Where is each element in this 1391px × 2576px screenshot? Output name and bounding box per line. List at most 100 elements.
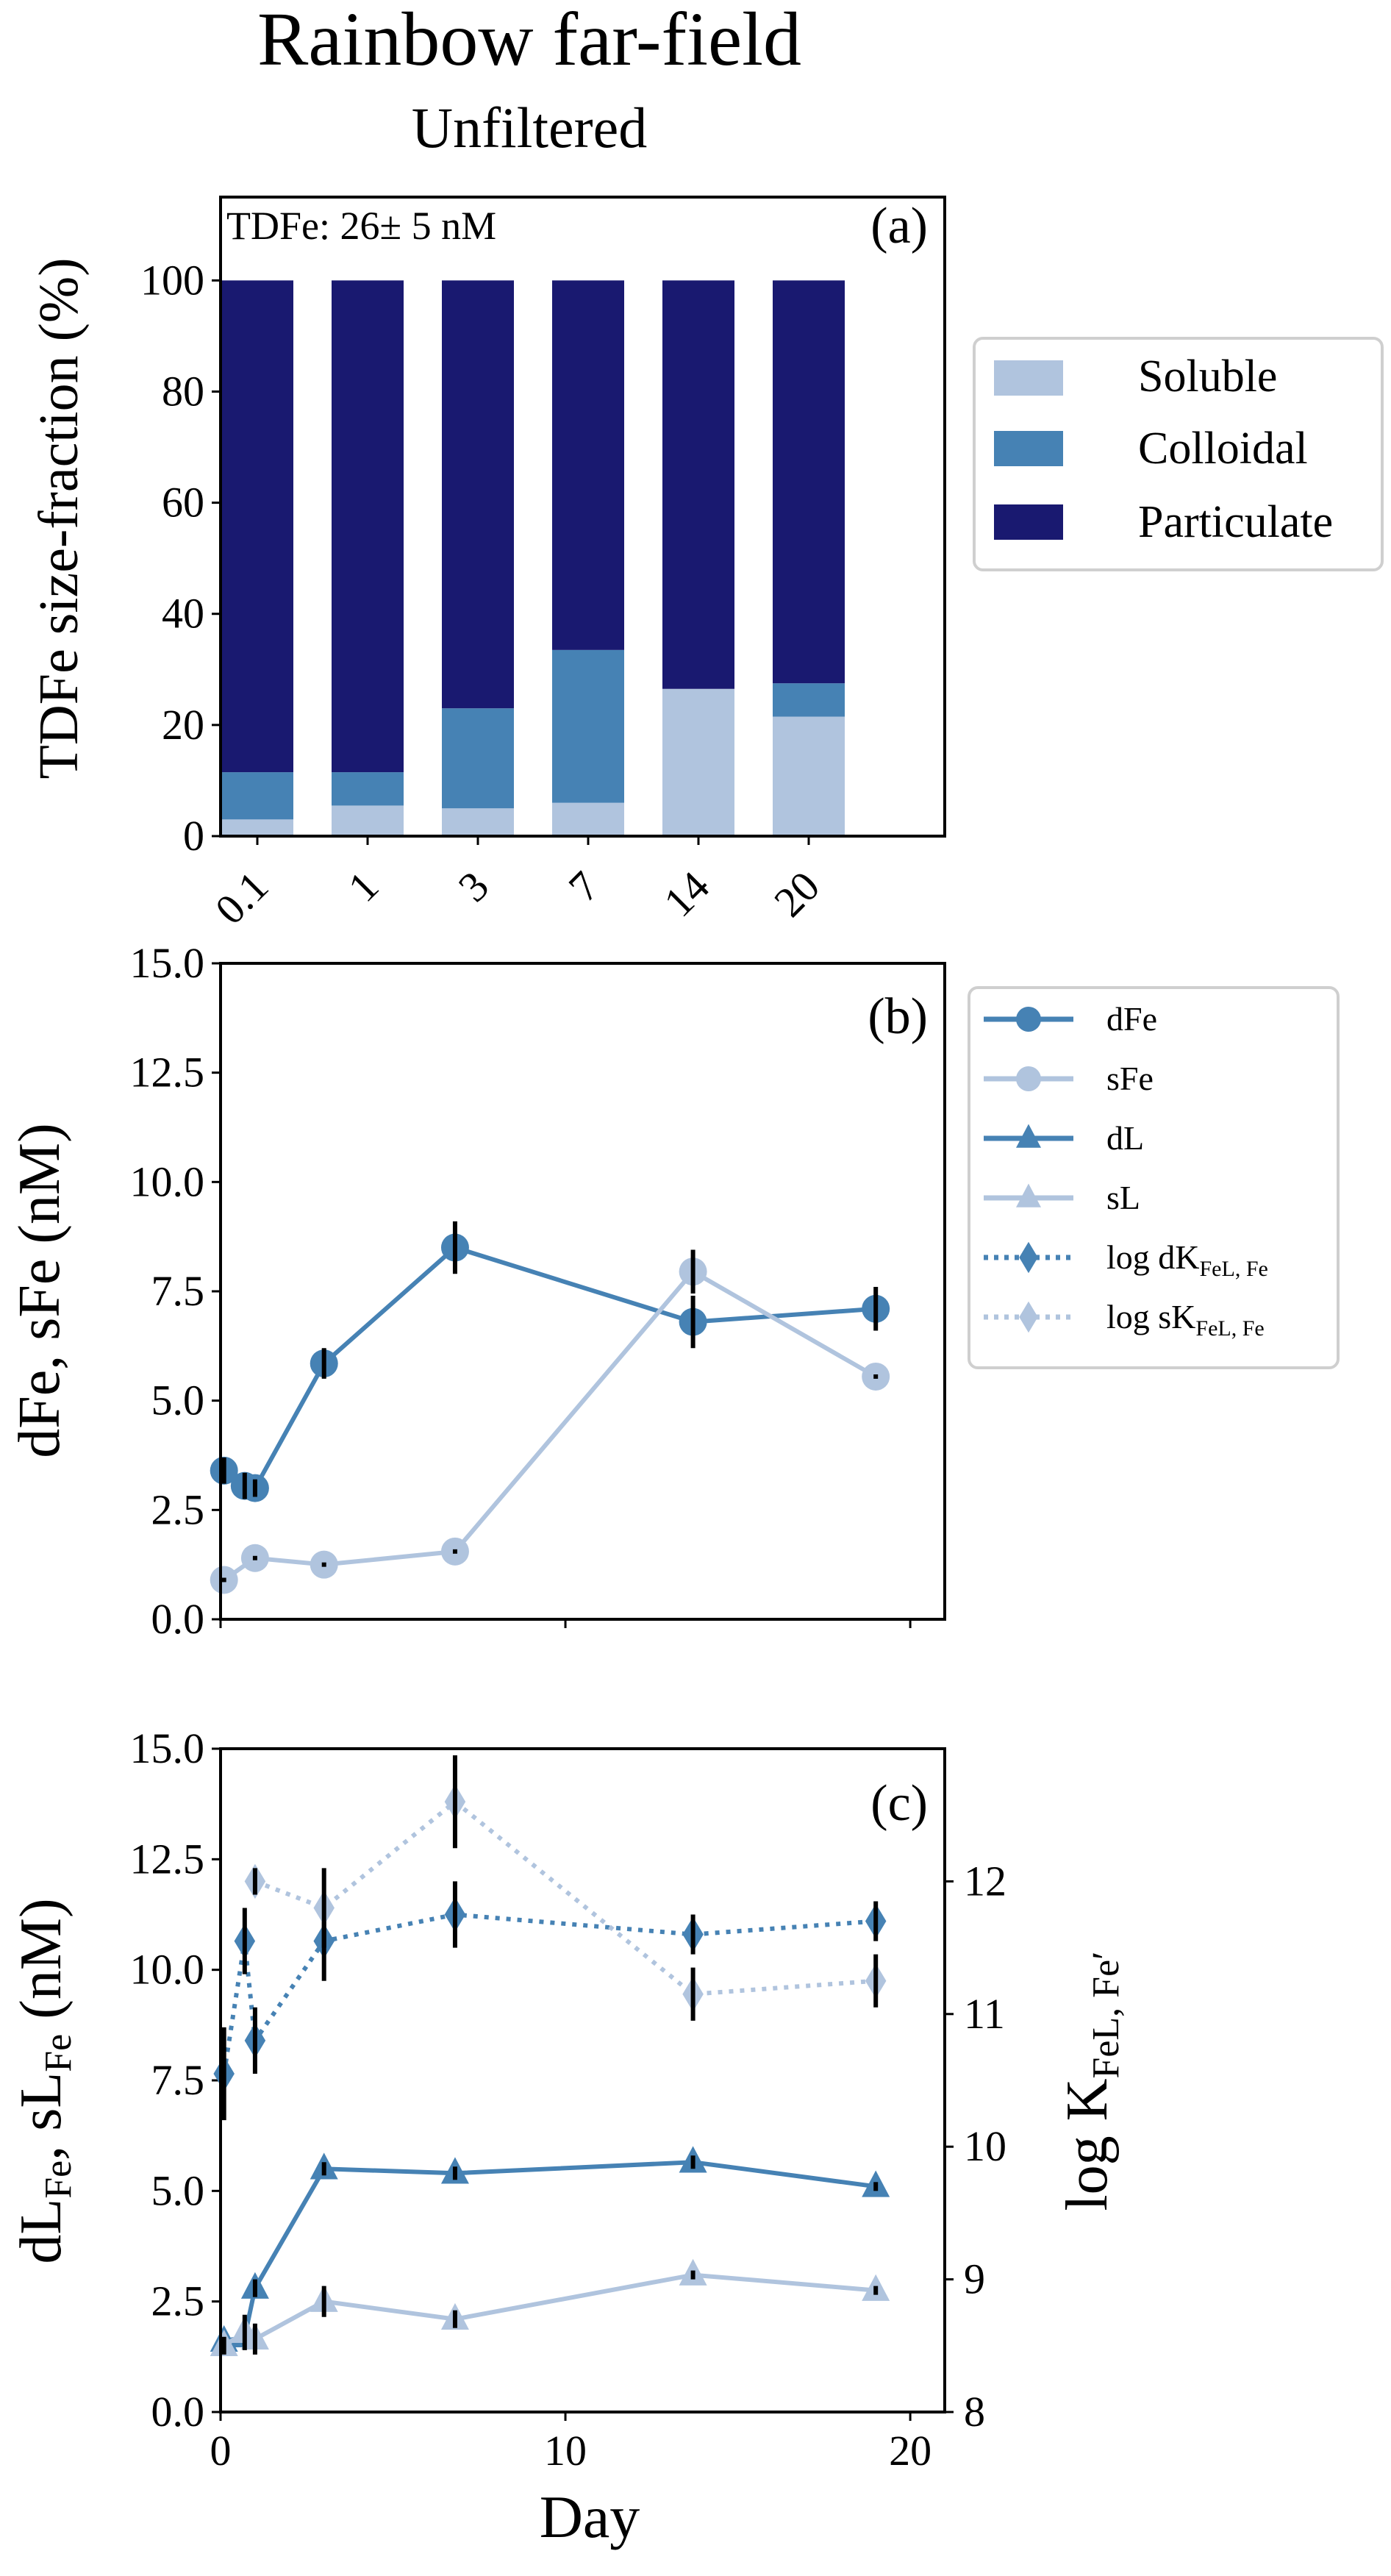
bar-soluble-14 [662, 688, 734, 836]
panel-b-ytick-label: 2.5 [151, 1485, 205, 1533]
legend-marker-2 [1016, 1124, 1041, 1148]
panel-b-legend-frame [968, 986, 1340, 1369]
panel-c-ylabel-left: dLFe, sLFe (nM) [9, 1898, 79, 2263]
bar-soluble-0.1 [221, 819, 293, 836]
panel-c-ytick-left-label: 0.0 [151, 2388, 205, 2436]
panel-a-annotation: TDFe: 26± 5 nM [226, 204, 496, 248]
panel-c-ytick-left-label: 10.0 [130, 1946, 205, 1994]
legend-label-sub-4: FeL, Fe [1200, 1257, 1268, 1281]
panel-a-ylabel: TDFe size-fraction (%) [28, 257, 90, 779]
panel-b-ylabel: dFe, sFe (nM) [7, 1123, 72, 1458]
panel-a-xtick-label: 20 [765, 862, 829, 926]
bar-colloidal-3 [442, 708, 514, 809]
bar-particulate-7 [552, 280, 624, 650]
panel-a-ytick-label: 100 [140, 256, 204, 304]
panel-c-ylabel-left-sub1: Fe [37, 2161, 79, 2199]
panel-a-ytick-label: 0 [183, 812, 204, 860]
legend-label-colloidal: Colloidal [1138, 424, 1308, 474]
panel-b-ytick-label: 0.0 [151, 1595, 205, 1643]
legend-label-4: log dKFeL, Fe [1106, 1238, 1268, 1281]
panel-c-frame [219, 1747, 946, 2413]
panel-c-xtick-label: 20 [889, 2427, 931, 2475]
bar-soluble-20 [773, 716, 845, 836]
panel-a-xtick-label: 7 [559, 862, 608, 910]
panel-c-ylabel-left-sub2: Fe [37, 2034, 79, 2072]
panel-c-ytick-left-label: 12.5 [130, 1835, 205, 1883]
panel-a-ytick-label: 60 [162, 479, 204, 527]
legend-marker-3 [1016, 1183, 1041, 1207]
panel-c-ylabel-right-sub: FeL, Fe′ [1085, 1951, 1127, 2078]
panel-b-ytick-label: 7.5 [151, 1267, 205, 1315]
panel-c-ytick-left-label: 5.0 [151, 2166, 205, 2214]
panel-c-ylabel-left-dl: dL [9, 2199, 74, 2264]
legend-swatch-particulate [994, 504, 1063, 540]
panel-c-ylabel-left-end: (nM) [9, 1898, 74, 2033]
panel-a-legend-frame [973, 337, 1384, 571]
legend-label-sub-5: FeL, Fe [1195, 1316, 1264, 1341]
panel-c-ylabel-right: log KFeL, Fe′ [1055, 1951, 1127, 2211]
panel-a-xtick-label: 14 [654, 862, 718, 926]
panel-c-ylabel-right-main: log K [1055, 2079, 1120, 2211]
legend-label-3: sL [1106, 1179, 1140, 1216]
bar-colloidal-7 [552, 649, 624, 803]
panel-a-label: (a) [870, 198, 928, 254]
legend-swatch-soluble [994, 360, 1063, 396]
legend-label-0: dFe [1106, 1000, 1157, 1038]
bar-particulate-1 [332, 280, 404, 773]
bar-colloidal-1 [332, 772, 404, 806]
bar-soluble-1 [332, 805, 404, 836]
panel-c-ytick-left-label: 15.0 [130, 1724, 205, 1772]
bar-particulate-14 [662, 280, 734, 689]
panel-b-frame [219, 962, 946, 1621]
panel-c-ytick-right-label: 12 [964, 1857, 1006, 1905]
legend-swatch-colloidal [994, 431, 1063, 466]
panel-a-ytick-label: 80 [162, 367, 204, 415]
bar-particulate-20 [773, 280, 845, 684]
panel-b-ytick-label: 10.0 [130, 1157, 205, 1205]
bar-particulate-0.1 [221, 280, 293, 773]
panel-b-label: (b) [868, 988, 928, 1045]
panel-b-ytick-label: 5.0 [151, 1377, 205, 1424]
panel-c-ytick-right-label: 9 [964, 2255, 985, 2303]
legend-label-soluble: Soluble [1138, 352, 1277, 402]
panel-c-ytick-left-label: 7.5 [151, 2056, 205, 2104]
panel-c-xlabel: Day [540, 2483, 640, 2550]
bar-soluble-3 [442, 808, 514, 836]
series-line-dL [224, 2160, 876, 2344]
panel-a-xtick-label: 0.1 [206, 862, 277, 933]
legend-label-2: dL [1106, 1119, 1144, 1157]
panel-c-ylabel-left-mid: , sL [9, 2072, 74, 2161]
panel-c-label: (c) [870, 1775, 928, 1832]
series-line-log-sK [254, 1799, 876, 1997]
panel-c-xtick-label: 10 [544, 2427, 587, 2475]
panel-a-xtick-label: 1 [339, 862, 387, 910]
panel-b-ytick-label: 12.5 [130, 1049, 205, 1096]
bar-soluble-7 [552, 802, 624, 836]
figure-subtitle: Unfiltered [412, 96, 648, 160]
panel-a-ytick-label: 40 [162, 590, 204, 638]
bar-particulate-3 [442, 280, 514, 709]
legend-marker-1 [1016, 1066, 1041, 1091]
legend-label-1: sFe [1106, 1060, 1154, 1097]
legend-marker-4 [1019, 1241, 1038, 1274]
panel-a-frame [219, 196, 946, 838]
panel-b-ytick-label: 15.0 [130, 939, 205, 987]
bar-colloidal-20 [773, 683, 845, 717]
panel-a-xtick-label: 3 [449, 862, 498, 910]
bar-colloidal-0.1 [221, 772, 293, 820]
figure-title: Rainbow far-field [257, 0, 801, 82]
panel-a: (a) TDFe: 26± 5 nM TDFe size-fraction (%… [28, 196, 1384, 933]
panel-c-ytick-right-label: 11 [964, 1990, 1005, 2038]
legend-marker-5 [1019, 1301, 1038, 1333]
panel-a-ytick-label: 20 [162, 701, 204, 749]
panel-c-ytick-right-label: 10 [964, 2122, 1006, 2170]
panel-c-ytick-right-label: 8 [964, 2388, 985, 2436]
panel-c: (c) dLFe, sLFe (nM) log KFeL, Fe′ Day 0.… [9, 1724, 1127, 2550]
legend-label-particulate: Particulate [1138, 497, 1333, 547]
panel-b: (b) dFe, sFe (nM) dFe sFe dL sL log dKFeL, F… [7, 939, 1340, 1643]
panel-c-ytick-left-label: 2.5 [151, 2277, 205, 2325]
panel-a-legend: Soluble Colloidal Particulate [973, 337, 1384, 571]
